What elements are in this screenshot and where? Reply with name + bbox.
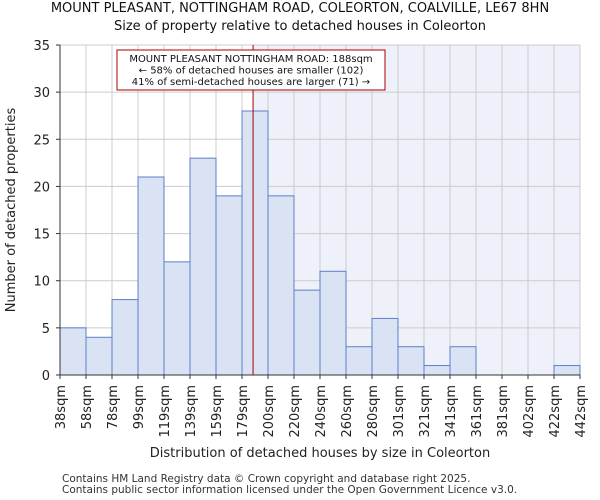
x-tick-label: 402sqm [522,385,537,438]
histogram-bar [189,157,217,376]
x-tick-label: 119sqm [158,385,173,438]
annotation-text: 41% of semi-detached houses are larger (… [132,77,370,88]
x-tick-label: 280sqm [366,385,381,438]
x-axis-label: Distribution of detached houses by size … [150,446,490,461]
y-tick-label: 15 [33,228,50,243]
histogram-bar [371,317,399,376]
histogram-bar [293,289,321,376]
footer-copyright: Contains HM Land Registry data © Crown c… [62,473,471,485]
histogram-bar [397,346,425,376]
y-tick-label: 25 [33,133,50,148]
x-tick-label: 321sqm [418,385,433,438]
x-tick-label: 361sqm [470,385,485,438]
y-tick-label: 20 [33,180,50,195]
histogram-chart: 0 5 10 15 20 25 30 35 38sqm 58sqm 78sqm 99sqm 119sqm… [4,39,589,461]
histogram-bar [345,346,373,376]
histogram-bar [111,299,139,376]
y-tick-label: 35 [33,39,50,54]
y-tick-label: 5 [42,322,50,337]
x-tick-label: 38sqm [54,385,69,429]
y-tick-label: 0 [42,369,50,384]
annotation-box [116,49,386,91]
x-tick-label: 78sqm [106,385,121,429]
y-tick-label: 10 [33,275,50,290]
chart-title: MOUNT PLEASANT, NOTTINGHAM ROAD, COLEORT… [50,1,550,16]
x-tick-label: 200sqm [262,385,277,438]
x-tick-label: 442sqm [574,385,589,438]
x-tick-label: 422sqm [548,385,563,438]
x-tick-label: 301sqm [392,385,407,438]
x-tick-label: 341sqm [444,385,459,438]
x-tick-label: 58sqm [80,385,95,429]
x-tick-label: 240sqm [314,385,329,438]
footer-licence: Contains public sector information licen… [62,484,518,496]
x-tick-label: 381sqm [496,385,511,438]
histogram-bar [137,176,165,376]
histogram-bar [163,261,191,376]
histogram-bar [85,336,113,376]
x-tick-label: 220sqm [288,385,303,438]
histogram-bar [241,110,269,376]
x-tick-label: 159sqm [210,385,225,438]
x-tick-label: 139sqm [184,385,199,438]
y-tick-label: 30 [33,86,50,101]
histogram-bar [449,346,477,376]
y-axis-label: Number of detached properties [4,108,19,313]
histogram-bar [215,195,243,376]
chart-subtitle: Size of property relative to detached ho… [113,19,487,34]
x-tick-label: 260sqm [340,385,355,438]
histogram-bar [423,365,451,376]
x-tick-label: 99sqm [132,385,147,429]
histogram-bar [267,195,295,376]
histogram-bar [319,270,347,376]
histogram-bar [59,327,87,376]
annotation-text: MOUNT PLEASANT NOTTINGHAM ROAD: 188sqm [129,54,372,65]
histogram-bar [553,365,581,376]
x-tick-label: 179sqm [236,385,251,438]
annotation-text: ← 58% of detached houses are smaller (10… [139,66,364,77]
